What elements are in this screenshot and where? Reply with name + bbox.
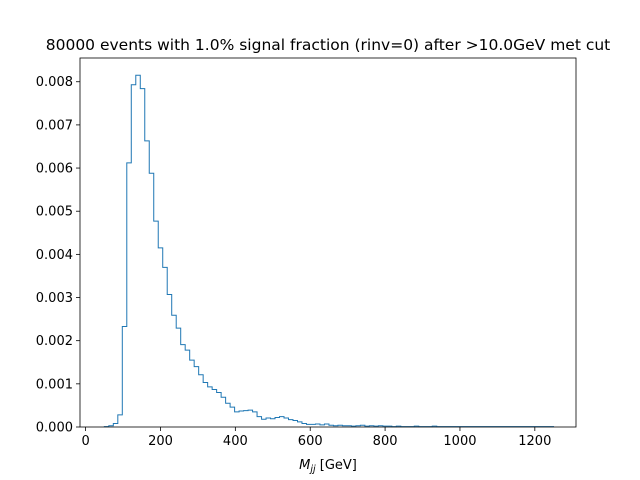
x-tick-label: 600 xyxy=(298,434,323,449)
axes-frame xyxy=(79,57,577,428)
x-tick-label: 0 xyxy=(81,434,89,449)
y-tick-label: 0.006 xyxy=(36,162,73,177)
axis-ticks: 0 200 400 600 800 1000 1200 0.000 0.001 0.002 0.00… xyxy=(36,75,552,449)
y-tick-label: 0.008 xyxy=(36,75,73,90)
x-tick-label: 200 xyxy=(148,434,173,449)
x-tick-label: 400 xyxy=(223,434,248,449)
y-tick-label: 0.003 xyxy=(36,291,73,306)
y-tick-label: 0.001 xyxy=(36,377,73,392)
y-tick-label: 0.004 xyxy=(36,248,73,263)
histogram-step-line xyxy=(103,74,555,428)
x-axis-label-unit: [GeV] xyxy=(316,458,357,473)
x-axis-label-var: M xyxy=(299,458,310,473)
x-tick-label: 800 xyxy=(373,434,398,449)
chart-title: 80000 events with 1.0% signal fraction (… xyxy=(46,36,611,54)
y-tick-label: 0.000 xyxy=(36,421,73,436)
y-tick-label: 0.007 xyxy=(36,118,73,133)
y-tick-label: 0.005 xyxy=(36,205,73,220)
x-tick-label: 1000 xyxy=(443,434,476,449)
x-axis-label: Mjj [GeV] xyxy=(299,458,357,475)
x-tick-label: 1200 xyxy=(518,434,551,449)
y-tick-label: 0.002 xyxy=(36,334,73,349)
x-axis-label-sub: jj xyxy=(308,464,316,475)
